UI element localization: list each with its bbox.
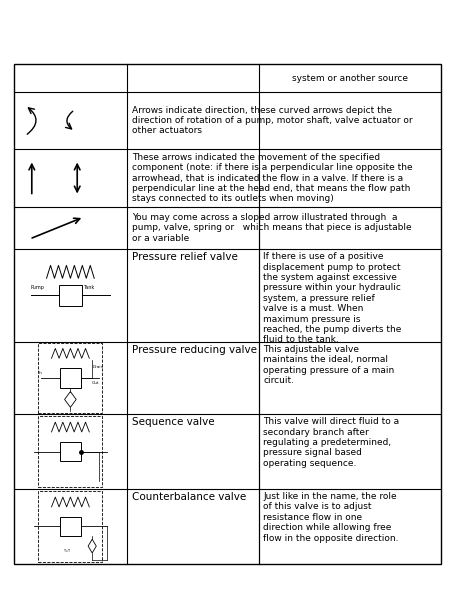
Text: Pump: Pump bbox=[31, 285, 45, 290]
Bar bbox=[60, 368, 81, 387]
Text: Drain: Drain bbox=[92, 365, 103, 369]
Text: Out: Out bbox=[92, 381, 100, 385]
Bar bbox=[60, 442, 81, 462]
Text: Just like in the name, the role
of this valve is to adjust
resistance flow in on: Just like in the name, the role of this … bbox=[264, 492, 399, 543]
Text: This valve will direct fluid to a
secondary branch after
regulating a predetermi: This valve will direct fluid to a second… bbox=[264, 417, 400, 468]
Text: In: In bbox=[38, 371, 42, 375]
Text: Pressure relief valve: Pressure relief valve bbox=[132, 253, 237, 262]
Bar bbox=[59, 284, 82, 306]
Text: T=T: T=T bbox=[63, 549, 70, 553]
Bar bbox=[60, 517, 81, 536]
Text: Pressure reducing valve: Pressure reducing valve bbox=[132, 345, 257, 355]
Text: This adjustable valve
maintains the ideal, normal
operating pressure of a main
c: This adjustable valve maintains the idea… bbox=[264, 345, 395, 385]
Text: You may come across a sloped arrow illustrated through  a
pump, valve, spring or: You may come across a sloped arrow illus… bbox=[132, 213, 411, 243]
Text: Tank: Tank bbox=[83, 285, 94, 290]
Text: Sequence valve: Sequence valve bbox=[132, 417, 214, 427]
Text: Counterbalance valve: Counterbalance valve bbox=[132, 492, 246, 502]
Text: system or another source: system or another source bbox=[292, 74, 408, 83]
Text: Arrows indicate direction, these curved arrows depict the
direction of rotation : Arrows indicate direction, these curved … bbox=[132, 105, 412, 135]
Text: These arrows indicated the movement of the specified
component (note: if there i: These arrows indicated the movement of t… bbox=[132, 153, 412, 204]
Text: If there is use of a positive
displacement pump to protect
the system against ex: If there is use of a positive displaceme… bbox=[264, 253, 402, 345]
